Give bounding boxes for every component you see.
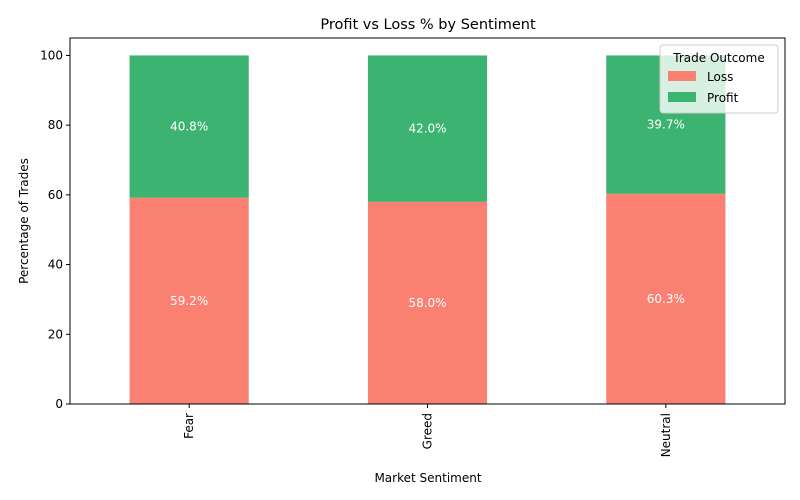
y-tick-label-20: 20 — [48, 327, 63, 341]
bar-profit-greed — [367, 55, 488, 202]
data-label-loss-greed: 58.0% — [408, 296, 446, 310]
bar-loss-fear — [129, 197, 249, 404]
x-tick-label-fear: Fear — [182, 413, 196, 439]
x-axis: Fear Greed Neutral — [182, 404, 673, 457]
bar-profit-fear — [129, 55, 249, 198]
y-tick-label-80: 80 — [48, 118, 63, 132]
y-axis: 0 20 40 60 80 100 — [40, 48, 70, 411]
y-axis-label: Percentage of Trades — [17, 158, 31, 284]
bars-group — [129, 55, 726, 404]
x-tick-label-greed: Greed — [421, 413, 435, 449]
plot-frame — [69, 37, 786, 405]
legend: Trade Outcome Loss Profit — [659, 44, 779, 114]
y-tick-label-60: 60 — [48, 188, 63, 202]
chart-title: Profit vs Loss % by Sentiment — [320, 17, 536, 33]
legend-swatch-loss — [668, 71, 696, 81]
y-tick-label-40: 40 — [48, 258, 63, 272]
data-label-loss-neutral: 60.3% — [647, 292, 685, 306]
bar-loss-greed — [367, 201, 488, 404]
legend-swatch-profit — [668, 92, 696, 102]
bar-loss-neutral — [606, 193, 726, 404]
data-label-profit-fear: 40.8% — [170, 120, 208, 134]
legend-label-loss: Loss — [707, 70, 733, 84]
y-tick-label-100: 100 — [40, 48, 63, 62]
data-labels-group: 59.2% 40.8% 58.0% 42.0% 60.3% 39.7% — [170, 118, 685, 310]
x-tick-label-neutral: Neutral — [659, 413, 673, 457]
x-axis-label: Market Sentiment — [374, 471, 481, 485]
data-label-profit-neutral: 39.7% — [647, 118, 685, 132]
legend-label-profit: Profit — [707, 91, 739, 105]
y-tick-label-0: 0 — [55, 397, 63, 411]
legend-title: Trade Outcome — [672, 51, 764, 65]
data-label-loss-fear: 59.2% — [170, 294, 208, 308]
data-label-profit-greed: 42.0% — [408, 122, 446, 136]
